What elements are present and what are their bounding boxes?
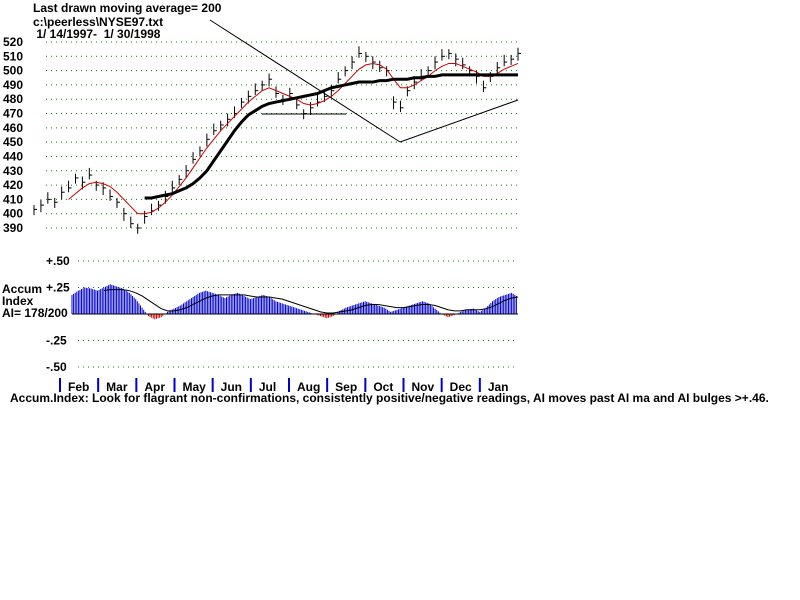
accum-label: Accum bbox=[2, 282, 42, 296]
price-tick-label: 470 bbox=[3, 107, 23, 121]
ai-axis-ticks: +.50 +.25 -.25 -.50 bbox=[46, 254, 70, 374]
ai-tick-label: -.25 bbox=[46, 334, 67, 348]
price-tick-label: 460 bbox=[3, 121, 23, 135]
price-tick-label: 500 bbox=[3, 64, 23, 78]
month-label: Sep bbox=[335, 380, 357, 394]
date-range: 1/ 14/1997- 1/ 30/1998 bbox=[33, 27, 161, 41]
price-tick-label: 480 bbox=[3, 92, 23, 106]
month-label: Dec bbox=[450, 380, 472, 394]
accum-index-footnote: Accum.Index: Look for flagrant non-confi… bbox=[10, 391, 769, 405]
short-moving-average-line bbox=[68, 62, 519, 215]
price-tick-label: 420 bbox=[3, 178, 23, 192]
price-tick-label: 450 bbox=[3, 135, 23, 149]
month-label: Jan bbox=[488, 380, 509, 394]
moving-average-lines bbox=[68, 62, 519, 215]
ai-tick-label: +.25 bbox=[46, 281, 70, 295]
index-label: Index bbox=[2, 294, 34, 308]
ai-tick-label: +.50 bbox=[46, 254, 70, 268]
long-moving-average-line bbox=[144, 73, 518, 200]
price-tick-label: 400 bbox=[3, 207, 23, 221]
ai-tick-label: -.50 bbox=[46, 360, 67, 374]
price-tick-label: 490 bbox=[3, 78, 23, 92]
month-label: Aug bbox=[297, 380, 320, 394]
month-label: Jun bbox=[221, 380, 242, 394]
ai-bars bbox=[71, 284, 518, 320]
ai-grid bbox=[78, 260, 518, 368]
month-label: Mar bbox=[106, 380, 128, 394]
month-axis: Feb Mar Apr May Jun Jul Aug Sep Oct Nov Dec Jan bbox=[59, 378, 509, 394]
month-label: Oct bbox=[373, 380, 393, 394]
ai-ratio-label: AI= 178/200 bbox=[2, 306, 68, 320]
price-tick-label: 440 bbox=[3, 149, 23, 163]
ai-ma-line bbox=[103, 289, 519, 314]
price-axis-ticks: 3904004104204304404504604704804905005105… bbox=[3, 35, 23, 235]
month-label: Nov bbox=[412, 380, 435, 394]
price-tick-label: 520 bbox=[3, 35, 23, 49]
price-tick-label: 430 bbox=[3, 164, 23, 178]
trendline-uptrend bbox=[399, 99, 519, 143]
month-label: May bbox=[183, 380, 207, 394]
price-tick-label: 410 bbox=[3, 192, 23, 206]
trendline-downtrend bbox=[209, 19, 401, 143]
month-label: Apr bbox=[144, 380, 165, 394]
ai-moving-average bbox=[103, 289, 519, 314]
price-tick-label: 390 bbox=[3, 221, 23, 235]
moving-average-caption: Last drawn moving average= 200 bbox=[33, 1, 222, 15]
price-tick-label: 510 bbox=[3, 49, 23, 63]
data-file-path: c:\peerless\NYSE97.txt bbox=[33, 15, 163, 29]
month-label: Feb bbox=[68, 380, 89, 394]
month-label: Jul bbox=[259, 380, 276, 394]
